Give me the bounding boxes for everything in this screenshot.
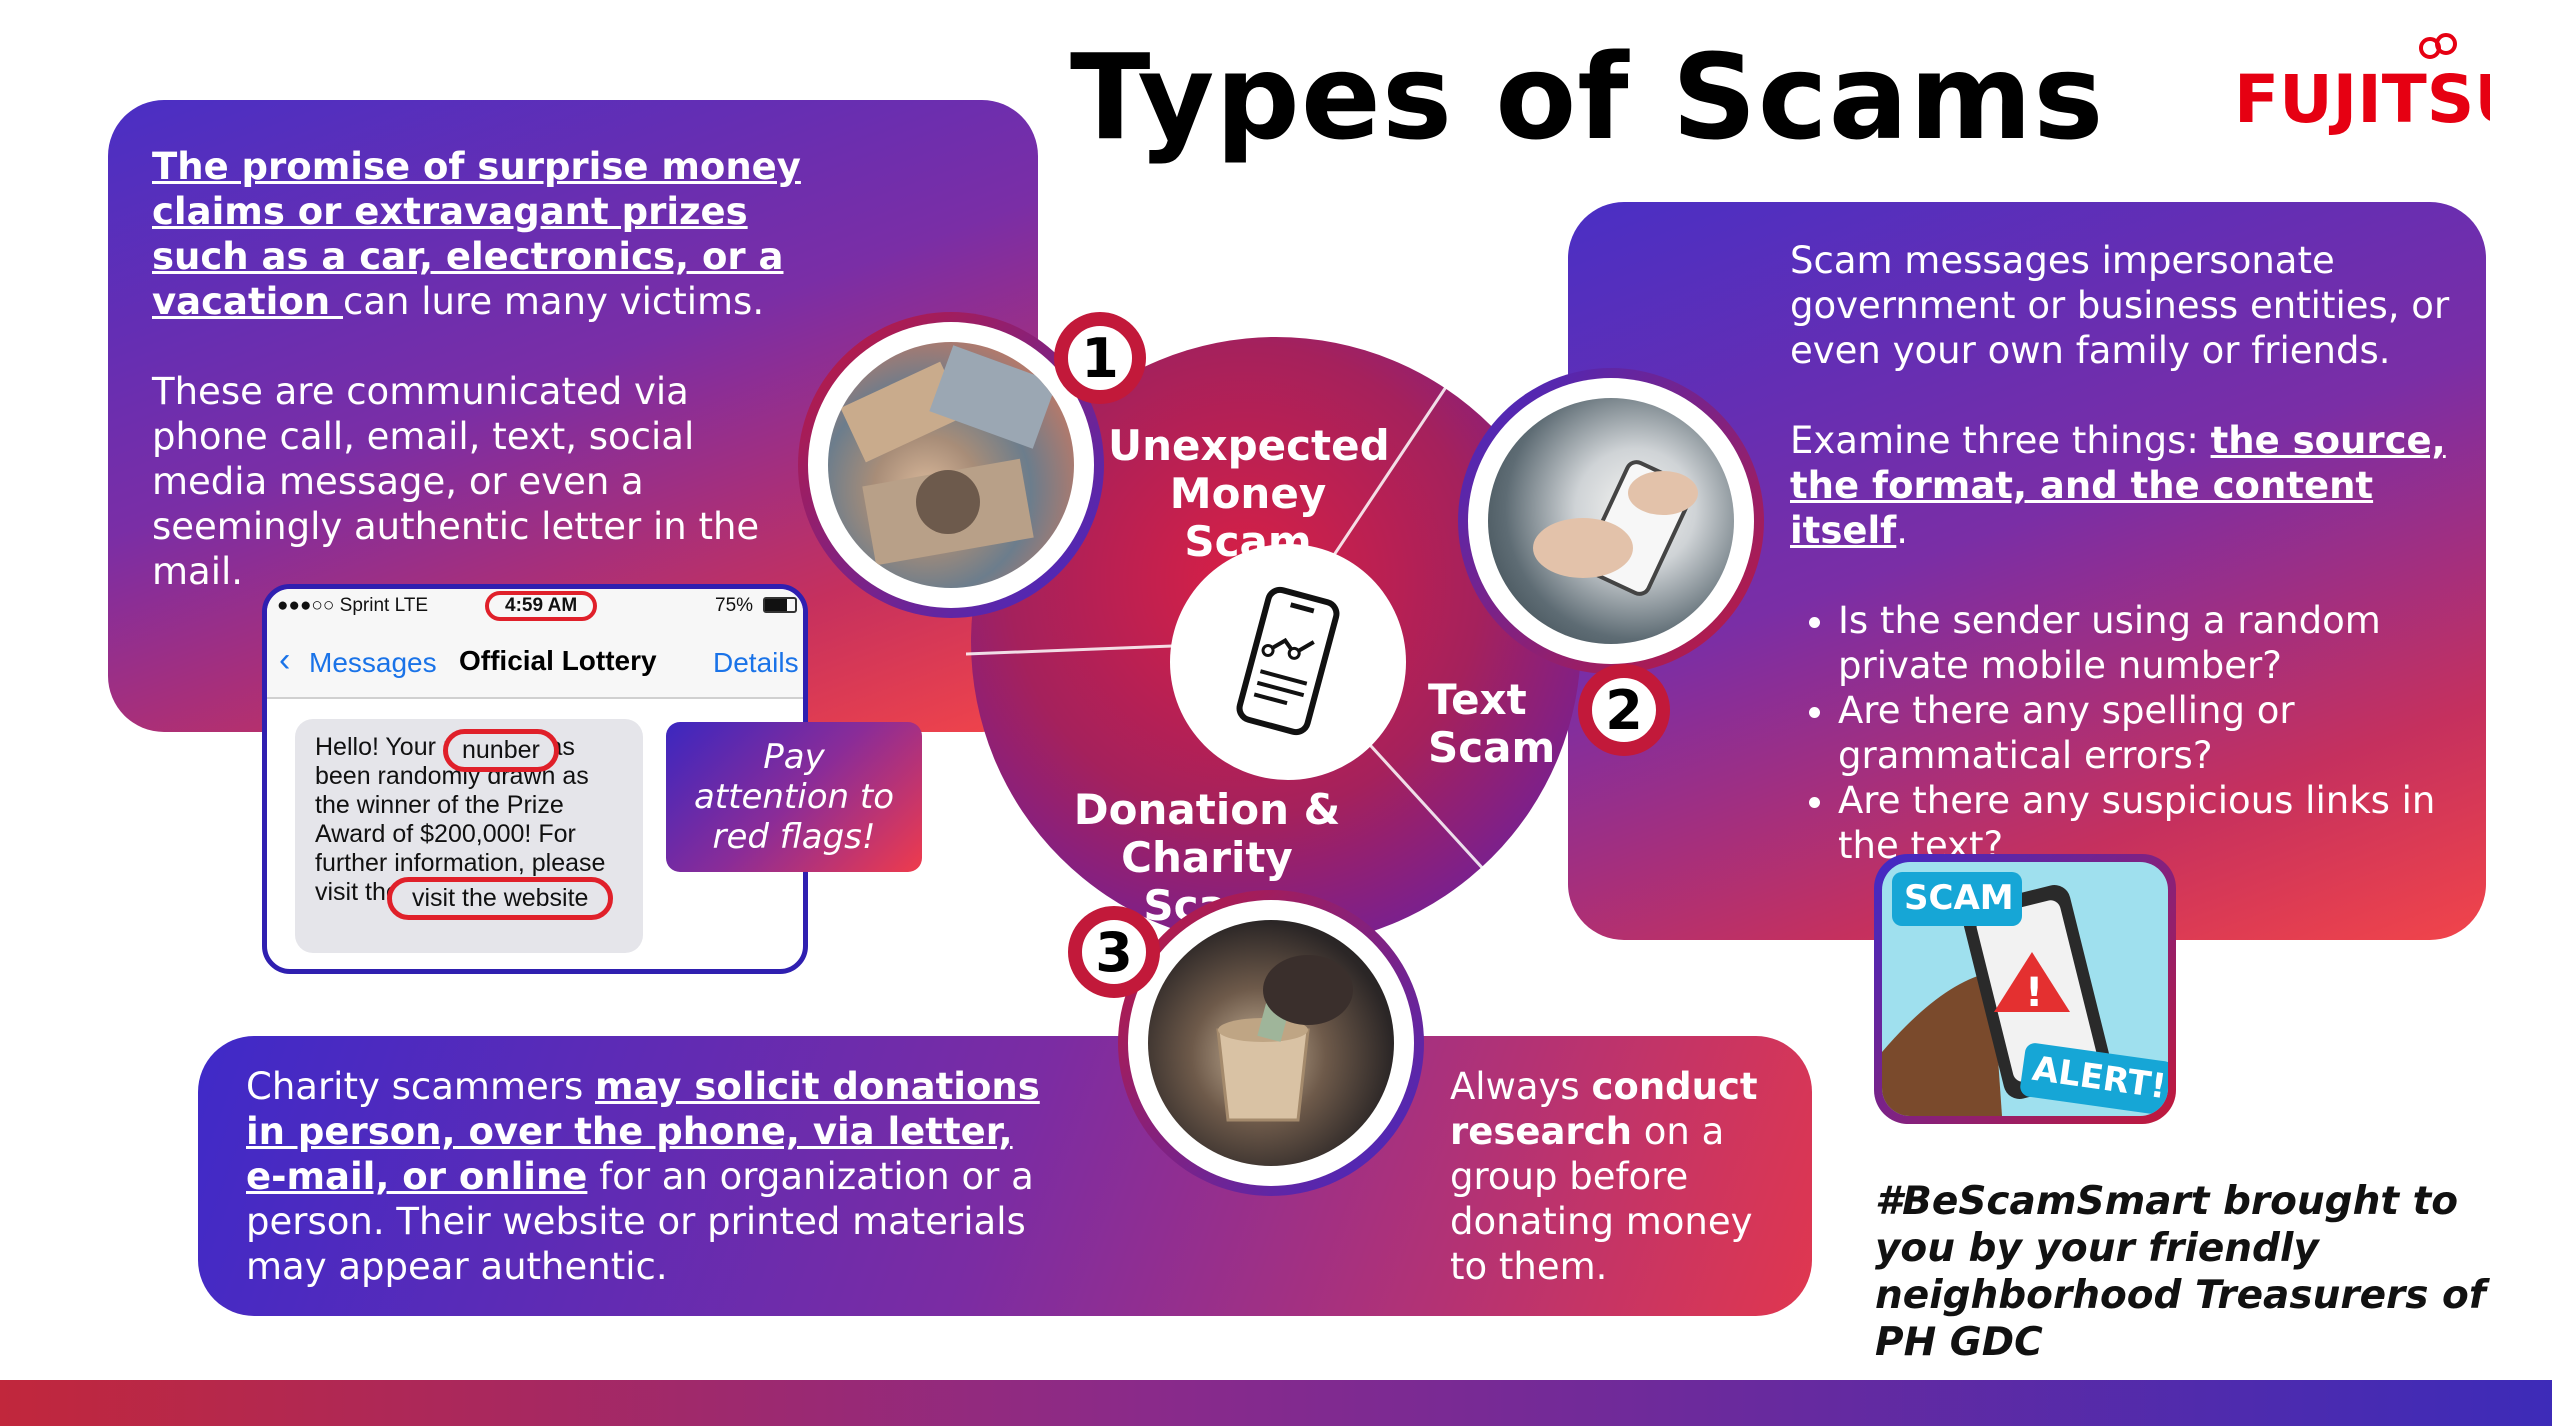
card-charity-text: Charity scammers may solicit donations i… — [246, 1064, 1056, 1289]
time-text: 4:59 AM — [485, 591, 598, 621]
money-photo — [828, 342, 1074, 588]
contact-name: Official Lottery — [459, 645, 657, 676]
card-charity: Charity scammers may solicit donations i… — [198, 1036, 1812, 1316]
card-text-p2: Examine three things: the source, the fo… — [1790, 418, 2460, 553]
carrier-text: ●●●○○ Sprint LTE — [277, 595, 429, 616]
nav-bar: ‹ Messages Official Lottery Details — [267, 623, 803, 699]
wheel-label-text: Text Scam — [1428, 675, 1556, 772]
highlight-link: visit the website — [387, 877, 614, 920]
scam-wheel — [965, 332, 1586, 952]
footer-note: #BeScamSmart brought to you by your frie… — [1875, 1179, 2486, 1365]
bullet-item: Are there any spelling or grammatical er… — [1838, 688, 2460, 778]
charity-photo — [1148, 920, 1394, 1166]
bullet-item: Is the sender using a random private mob… — [1838, 598, 2460, 688]
fujitsu-logo: FUJITSU — [2230, 30, 2528, 150]
badge-1: 1 — [1054, 312, 1146, 404]
card-research-bold: conduct research — [1450, 1065, 1758, 1153]
money-photo-ring — [798, 312, 1104, 618]
battery-icon — [763, 597, 797, 613]
scam-alert-illustration: ! SCAM ALERT! — [1874, 854, 2176, 1124]
card-text-p2-suffix: . — [1896, 509, 1909, 552]
card-charity-link: may solicit donations in person, over th… — [246, 1065, 1040, 1198]
card-text-bullets: Is the sender using a random private mob… — [1790, 598, 2460, 868]
card-unexpected-p1-rest: can lure many victims. — [343, 280, 765, 323]
bottom-gradient-bar — [0, 1380, 2552, 1426]
card-research-prefix: Always — [1450, 1065, 1592, 1108]
charity-photo-ring — [1118, 890, 1424, 1196]
svg-text:!: ! — [2025, 970, 2043, 1016]
card-text-p1: Scam messages impersonate government or … — [1790, 239, 2450, 372]
battery-text: 75% — [715, 595, 754, 616]
texting-photo — [1488, 398, 1734, 644]
texting-photo-ring — [1458, 368, 1764, 674]
back-button[interactable]: Messages — [309, 647, 437, 678]
badge-3: 3 — [1068, 906, 1160, 998]
card-unexpected-p1: The promise of surprise money claims or … — [152, 144, 812, 324]
card-research-text: Always conduct research on a group befor… — [1450, 1064, 1780, 1289]
back-chevron-icon[interactable]: ‹ — [279, 641, 291, 679]
card-research-suffix: on a group before donating money to them… — [1450, 1110, 1753, 1288]
phone-icon — [1228, 586, 1348, 736]
wheel-label-unexpected: Unexpected Money Scam — [1108, 421, 1390, 566]
card-charity-prefix: Charity scammers — [246, 1065, 596, 1108]
card-unexpected-p2: These are communicated via phone call, e… — [152, 370, 760, 593]
card-text-p2-prefix: Examine three things: — [1790, 419, 2211, 462]
card-text-p2-link: the source, the format, and the content … — [1790, 419, 2446, 552]
red-flags-text: Pay attention to red flags! — [693, 737, 895, 857]
status-bar: ●●●○○ Sprint LTE 4:59 AM 75% — [267, 589, 803, 623]
page-title: Types of Scams — [1070, 28, 2105, 166]
details-button[interactable]: Details — [713, 647, 799, 678]
card-charity-suffix: for an organization or a person. Their w… — [246, 1155, 1034, 1288]
red-flags-callout: Pay attention to red flags! — [666, 722, 922, 872]
card-text-scam: Scam messages impersonate government or … — [1568, 202, 2486, 940]
card-unexpected-link: The promise of surprise money claims or … — [152, 145, 801, 323]
brand-text: FUJITSU — [2234, 61, 2490, 138]
scam-alert-top: SCAM — [1904, 878, 2014, 918]
highlight-typo: nunber — [443, 729, 559, 772]
badge-2: 2 — [1578, 664, 1670, 756]
